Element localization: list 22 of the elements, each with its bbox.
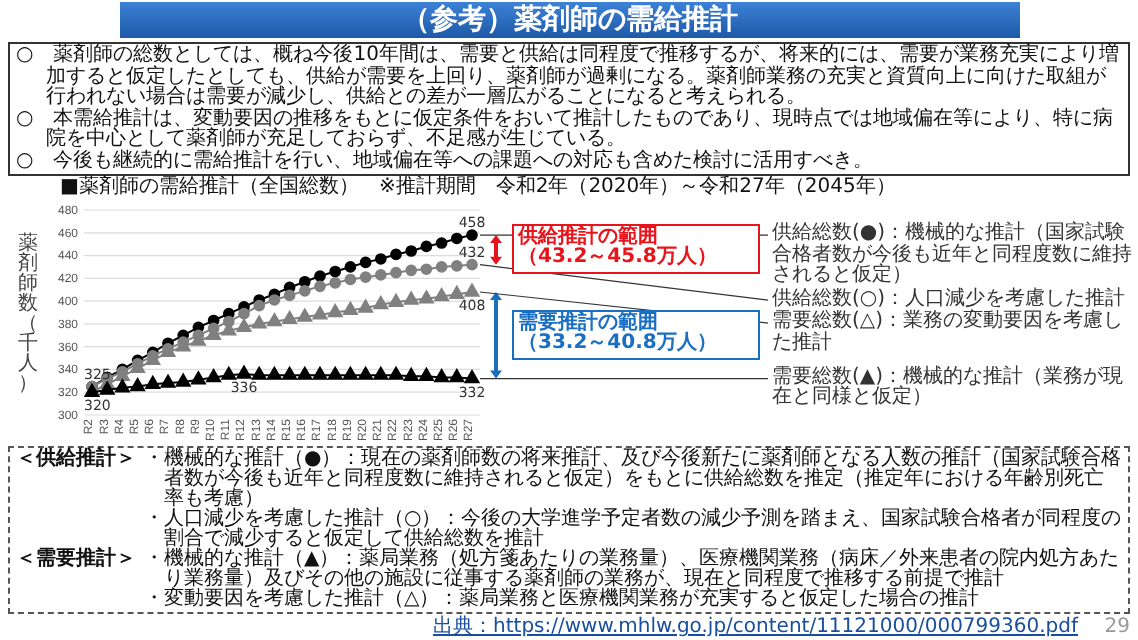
chart-subtitle: ■薬剤師の需給推計（全国総数） ※推計期間 令和2年（2020年）～令和27年（2045年） (60, 176, 896, 199)
text: 29 (1104, 616, 1130, 638)
text: 供給総数(●)：機械的な推計（国家試験合格者数が今後も近年と同程度数に維持されると仮定） (772, 222, 1134, 287)
y-axis-title: 薬剤師数（千人） (18, 229, 38, 394)
text: ＜需要推計＞ (16, 548, 138, 574)
text: ＜供給推計＞ (16, 448, 138, 474)
text: ・変動要因を考慮した推計（△）：薬局業務と医療機関業務が充実すると仮定した場合の推計 (144, 588, 982, 610)
text: ・機械的な推計（▲）：薬局業務（処方箋あたりの業務量）、医療機関業務（病床／外来患者の院内処方あたり業務量）及びその他の施設に従事する薬剤師の業務が、現在と同程度で推移する前提で推計 (144, 548, 1122, 590)
text: ○ 今後も継続的に需給推計を行い、地域偏在等への課題への対応も含めた検討に活用すべき。 (16, 149, 876, 172)
text: （参考）薬剤師の需給推計 (120, 2, 1020, 38)
text: 供給総数(○)：人口減少を考慮した推計 (772, 287, 1128, 310)
text: ○ 本需給推計は、変動要因の推移をもとに仮定条件をおいて推計したものであり、現時点では地域偏在等により、特に病院を中心として薬剤師が充足しておらず、不足感が生じている。 (16, 107, 1116, 150)
text: 需要総数(▲)：機械的な推計（業務が現在と同様と仮定） (772, 365, 1125, 410)
text: 需要推計の範囲 (518, 311, 659, 334)
text: ○ 薬剤師の総数としては、概ね今後10年間は、需要と供給は同程度で推移するが、将来的には、需要が業務充実により増加すると仮定したとしても、供給が需要を上回り、薬剤師が過剰になる。薬剤師業務の充実と資質向上に向けた取組が行われない場合は需要が減少し、供給との差が一層広がることになると考えられる。 (16, 44, 1121, 108)
text: （43.2～45.8万人） (518, 246, 719, 270)
source-note: 出典：https://www.mhlw.go.jp/content/11121000/000799360.pdf (433, 616, 1078, 638)
text: ・機械的な推計（●）：現在の薬剤師数の将来推計、及び今後新たに薬剤師となる人数の推計（国家試験合格者数が今後も近年と同程度数に維持されると仮定）をもとに供給総数を推定（推定年における年齢別死亡率も考慮） (144, 448, 1122, 510)
text: 供給推計の範囲 (518, 225, 659, 248)
text: （33.2～40.8万人） (518, 332, 719, 356)
text: ・人口減少を考慮した推計（○）：今後の大学進学予定者数の減少予測を踏まえ、国家試験合格者が同程度の割合で減少すると仮定して供給総数を推計 (144, 508, 1122, 550)
text: 需要総数(△)：業務の変動要因を考慮した推計 (772, 310, 1123, 355)
